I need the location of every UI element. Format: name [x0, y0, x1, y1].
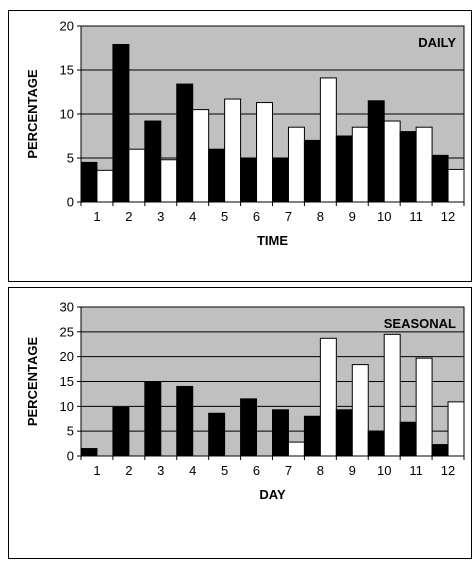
y-tick-label: 30 — [60, 300, 74, 315]
bar-series-1-cat-10 — [367, 100, 385, 203]
bar-series-2-cat-8 — [319, 77, 337, 203]
bar-series-2-cat-9 — [351, 126, 369, 203]
bar-series-2-cat-3 — [160, 159, 178, 203]
bar-series-1-cat-11 — [399, 131, 417, 203]
x-tick-label: 3 — [157, 463, 164, 478]
bar-series-1-cat-11 — [399, 421, 417, 457]
x-tick-label: 10 — [377, 209, 391, 224]
bar-series-2-cat-9 — [351, 364, 369, 457]
x-axis-title: TIME — [257, 233, 288, 248]
bar-series-2-cat-12 — [447, 168, 465, 203]
bar-series-2-cat-1 — [96, 169, 114, 203]
bar-series-1-cat-7 — [272, 409, 289, 457]
bar-series-1-cat-4 — [176, 385, 194, 457]
bar-series-1-cat-10 — [367, 430, 385, 457]
y-tick-label: 0 — [67, 195, 74, 210]
bar-series-1-cat-6 — [240, 157, 258, 203]
bar-series-1-cat-1 — [80, 161, 98, 203]
x-tick-label: 2 — [125, 209, 132, 224]
bar-series-2-cat-6 — [256, 102, 274, 203]
x-tick-label: 1 — [93, 209, 100, 224]
bar-series-2-cat-2 — [128, 148, 146, 203]
bar-series-2-cat-11 — [415, 357, 433, 457]
y-tick-label: 5 — [67, 151, 74, 166]
x-tick-label: 7 — [285, 209, 292, 224]
x-tick-label: 2 — [125, 463, 132, 478]
x-tick-label: 5 — [221, 463, 228, 478]
seasonal-chart-panel: 0 5 10 15 20 25 30 1 2 3 4 5 6 7 8 9 10 11 12 SEASONAL DAY PE… — [8, 287, 472, 559]
x-tick-label: 3 — [157, 209, 164, 224]
x-tick-label: 11 — [409, 463, 423, 478]
x-tick-label: 5 — [221, 209, 228, 224]
bar-series-1-cat-3 — [144, 120, 162, 203]
x-tick-label: 4 — [189, 463, 196, 478]
bar-series-1-cat-9 — [335, 409, 353, 457]
x-tick-label: 9 — [349, 463, 356, 478]
bar-series-1-cat-5 — [208, 148, 226, 203]
bar-series-1-cat-2 — [112, 43, 130, 203]
x-tick-label: 9 — [349, 209, 356, 224]
y-axis-title: PERCENTAGE — [25, 69, 40, 159]
x-tick-label: 6 — [253, 209, 260, 224]
bar-series-2-cat-10 — [383, 333, 401, 457]
bar-series-1-cat-12 — [431, 444, 449, 457]
bar-series-1-cat-9 — [335, 135, 353, 203]
bar-series-1-cat-7 — [272, 157, 289, 203]
x-axis-title: DAY — [259, 487, 286, 502]
bar-series-1-cat-1 — [80, 448, 98, 457]
daily-chart-panel: 0 5 10 15 20 1 2 3 4 5 6 7 8 9 10 11 12 DAILY TIME PERCENTA… — [8, 10, 472, 282]
bar-series-1-cat-3 — [144, 381, 162, 457]
bar-series-2-cat-8 — [319, 337, 337, 457]
x-tick-label: 4 — [189, 209, 196, 224]
bar-series-1-cat-2 — [112, 406, 130, 457]
bar-series-2-cat-4 — [192, 109, 210, 203]
x-tick-label: 7 — [285, 463, 292, 478]
bar-series-1-cat-4 — [176, 83, 194, 203]
bar-series-2-cat-5 — [224, 98, 242, 203]
y-tick-label: 15 — [60, 63, 74, 78]
y-axis-title: PERCENTAGE — [25, 337, 40, 427]
y-tick-label: 5 — [67, 424, 74, 439]
bar-series-1-cat-8 — [303, 139, 321, 203]
panel-label: SEASONAL — [384, 316, 456, 331]
bar-series-1-cat-12 — [431, 154, 449, 203]
y-tick-label: 25 — [60, 324, 74, 339]
bar-series-2-cat-12 — [447, 401, 465, 457]
y-tick-label: 0 — [67, 449, 74, 464]
y-tick-label: 10 — [60, 399, 74, 414]
y-tick-label: 20 — [60, 19, 74, 34]
bar-series-2-cat-7 — [287, 126, 305, 203]
x-tick-label: 12 — [441, 209, 455, 224]
y-tick-label: 15 — [60, 374, 74, 389]
y-tick-label: 10 — [60, 107, 74, 122]
y-tick-label: 20 — [60, 349, 74, 364]
x-tick-label: 8 — [317, 209, 324, 224]
x-tick-label: 10 — [377, 463, 391, 478]
x-tick-label: 12 — [441, 463, 455, 478]
bar-series-1-cat-5 — [208, 412, 226, 457]
x-tick-label: 1 — [93, 463, 100, 478]
x-tick-label: 11 — [409, 209, 423, 224]
bar-series-1-cat-8 — [303, 415, 321, 457]
x-tick-label: 6 — [253, 463, 260, 478]
bar-series-1-cat-6 — [240, 398, 258, 457]
bar-series-2-cat-10 — [383, 120, 401, 203]
panel-label: DAILY — [418, 35, 456, 50]
bar-series-2-cat-11 — [415, 126, 433, 203]
bar-series-2-cat-7 — [287, 441, 305, 457]
x-tick-label: 8 — [317, 463, 324, 478]
